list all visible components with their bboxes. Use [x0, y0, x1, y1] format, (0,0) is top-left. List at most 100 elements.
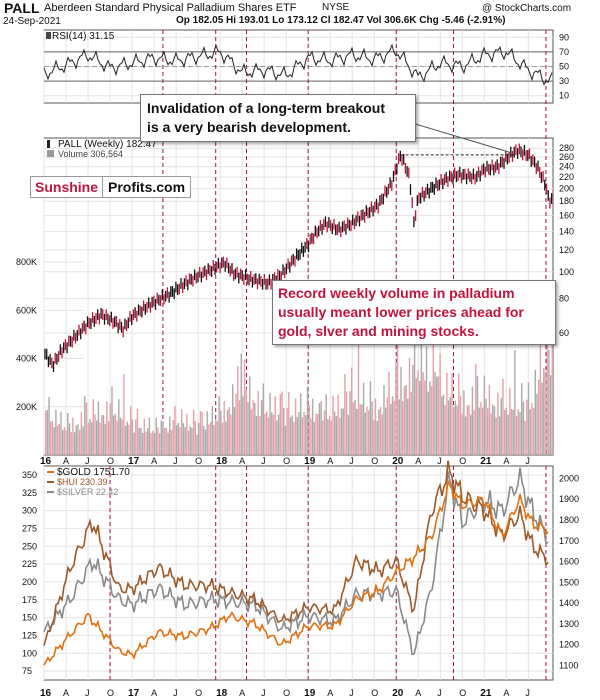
- volume-bar: [454, 400, 457, 455]
- rsi-line: [43, 43, 553, 86]
- x-tick-label: O: [107, 456, 114, 466]
- annotation-line: Invalidation of a long-term breakout: [147, 100, 386, 116]
- volume-bar: [432, 341, 434, 455]
- volume-bar: [225, 421, 227, 455]
- volume-bar: [391, 396, 394, 455]
- x-tick-label: A: [327, 456, 333, 466]
- volume-bar: [357, 334, 360, 455]
- volume-bar: [298, 411, 300, 455]
- volume-bar: [449, 396, 451, 455]
- rsi-tick-label: 90: [559, 32, 569, 42]
- volume-bar: [250, 409, 253, 455]
- x-tick-label-bottom: 20: [392, 688, 404, 699]
- volume-bar: [87, 423, 89, 455]
- rsi-tick-label: 30: [559, 76, 569, 86]
- gold-tick-label: 1500: [559, 577, 579, 587]
- volume-bar: [56, 425, 59, 455]
- rsi-tick-label: 10: [559, 91, 569, 101]
- volume-bar: [427, 391, 429, 455]
- x-tick-label: 19: [304, 456, 316, 467]
- volume-bar: [249, 376, 251, 455]
- x-tick-label-bottom: J: [349, 688, 354, 698]
- volume-bar: [466, 405, 468, 455]
- volume-bar: [179, 427, 181, 455]
- volume-bar: [458, 373, 460, 455]
- volume-bar: [194, 421, 196, 455]
- x-tick-label: 17: [128, 456, 140, 467]
- volume-bar: [283, 407, 285, 455]
- gold-tick-label: 1400: [559, 598, 579, 608]
- x-tick-label: 21: [480, 456, 492, 467]
- volume-bar: [101, 414, 103, 455]
- x-tick-label-bottom: O: [459, 688, 466, 698]
- volume-bar: [505, 407, 508, 455]
- x-tick-label: 16: [40, 456, 52, 467]
- x-tick-label-bottom: O: [107, 688, 114, 698]
- volume-bar: [342, 408, 344, 455]
- volume-annotation: Record weekly volume in palladium usuall…: [272, 280, 556, 345]
- volume-bar: [172, 420, 174, 455]
- volume-bar: [434, 371, 436, 455]
- volume-bar: [169, 416, 171, 455]
- x-tick-label: J: [85, 456, 90, 466]
- volume-bar: [497, 392, 499, 455]
- volume-bar: [62, 429, 64, 455]
- volume-bar: [162, 421, 164, 455]
- volume-bar: [272, 414, 275, 455]
- price-tick-label: 180: [559, 196, 574, 206]
- volume-bar: [274, 396, 276, 455]
- hui-tick-label: 275: [22, 523, 37, 533]
- gold-tick-label: 1300: [559, 619, 579, 629]
- volume-bar: [327, 419, 329, 455]
- x-tick-label: A: [415, 456, 421, 466]
- volume-bar: [72, 417, 74, 455]
- volume-bar: [487, 408, 489, 455]
- gold-tick-label: 2000: [559, 473, 579, 483]
- volume-bar: [206, 411, 208, 455]
- rsi-legend-swatch: [46, 32, 51, 39]
- volume-bar: [398, 399, 400, 455]
- x-tick-label-bottom: A: [503, 688, 509, 698]
- volume-bar: [320, 401, 322, 455]
- volume-bar: [75, 425, 77, 455]
- price-tick-label: 280: [559, 143, 574, 153]
- volume-bar: [354, 400, 356, 455]
- volume-bar: [424, 380, 426, 455]
- volume-bar: [344, 374, 346, 455]
- volume-bar: [551, 330, 553, 455]
- gold-tick-label: 1900: [559, 494, 579, 504]
- x-tick-label-bottom: O: [195, 688, 202, 698]
- volume-bar: [254, 402, 256, 455]
- x-tick-label-bottom: A: [151, 688, 157, 698]
- exchange-label: NYSE: [322, 2, 350, 13]
- volume-bar: [104, 423, 106, 455]
- volume-bar: [322, 420, 324, 455]
- volume-bar: [383, 385, 385, 455]
- volume-bar: [201, 412, 203, 455]
- volume-bar: [531, 403, 533, 455]
- volume-bar: [198, 423, 200, 455]
- volume-bar: [174, 406, 176, 455]
- volume-bar: [430, 386, 433, 455]
- x-tick-label-bottom: J: [261, 688, 266, 698]
- x-tick-label: J: [173, 456, 178, 466]
- breakout-annotation: Invalidation of a long-term breakout is …: [140, 94, 416, 142]
- volume-bar: [294, 398, 297, 455]
- volume-bar: [167, 432, 169, 455]
- volume-bar: [99, 422, 101, 455]
- volume-bar: [286, 407, 288, 455]
- x-tick-label: J: [349, 456, 354, 466]
- volume-bar: [415, 378, 417, 455]
- volume-bar: [447, 400, 450, 455]
- volume-bar: [150, 433, 152, 455]
- gold-tick-label: 1200: [559, 640, 579, 650]
- volume-bar: [473, 410, 475, 455]
- volume-bar: [242, 396, 244, 455]
- gold-legend-label: $GOLD 1751.70: [57, 467, 130, 478]
- x-tick-label: J: [261, 456, 266, 466]
- x-tick-label: A: [239, 456, 245, 466]
- x-tick-label: A: [151, 456, 157, 466]
- volume-bar: [313, 421, 315, 455]
- volume-bar: [89, 418, 91, 455]
- x-tick-label: O: [283, 456, 290, 466]
